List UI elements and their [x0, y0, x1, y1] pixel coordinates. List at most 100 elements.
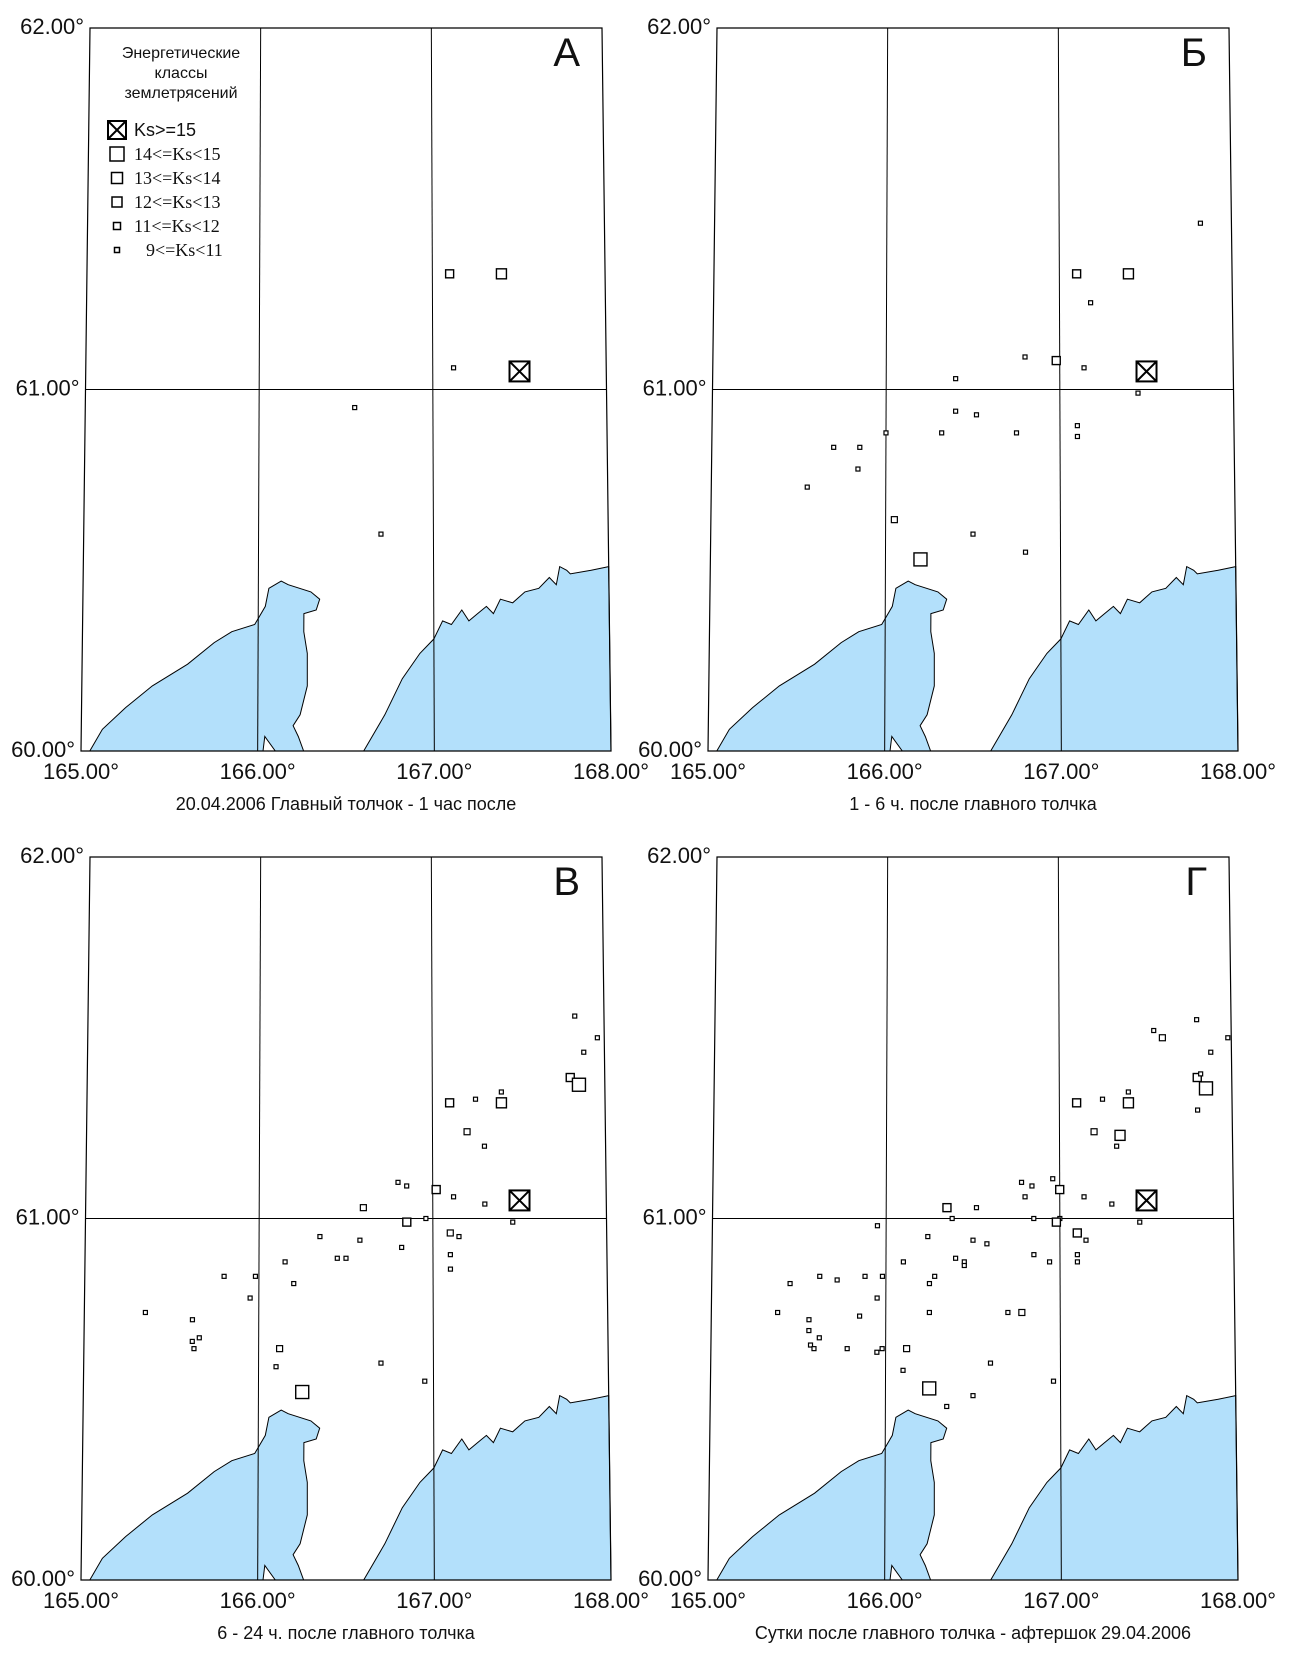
lat-tick-label: 62.00° [20, 14, 84, 39]
event-marker [855, 466, 861, 472]
event-marker [1194, 1017, 1200, 1023]
lon-tick-label: 166.00° [847, 759, 923, 784]
lat-tick-label: 62.00° [20, 843, 84, 868]
event-marker [343, 1255, 349, 1261]
legend-item-label: 12<=Ks<13 [134, 192, 220, 212]
event-marker [1158, 1034, 1166, 1042]
event-marker [1090, 1128, 1098, 1136]
lon-tick-label: 165.00° [670, 1588, 746, 1613]
event-marker [378, 1360, 384, 1366]
lon-tick-label: 166.00° [220, 1588, 296, 1613]
event-marker [1050, 1378, 1057, 1384]
event-marker [295, 1384, 310, 1400]
event-marker [1125, 1089, 1131, 1095]
event-marker [275, 1345, 284, 1353]
event-marker [1013, 430, 1020, 436]
event-marker [498, 1089, 504, 1095]
event-marker [463, 1128, 471, 1136]
lat-tick-label: 60.00° [638, 1566, 702, 1591]
legend-item-label: 9<=Ks<11 [146, 240, 223, 260]
east-water-body [362, 565, 612, 752]
event-marker [816, 1335, 822, 1341]
event-marker [953, 376, 959, 382]
lon-tick-label: 167.00° [396, 759, 472, 784]
event-marker [1135, 390, 1141, 396]
event-marker [787, 1280, 793, 1287]
legend-item-label: 14<=Ks<15 [134, 144, 220, 164]
event-marker [1071, 1098, 1082, 1108]
event-marker [1151, 1027, 1157, 1034]
event-marker [273, 1364, 279, 1370]
event-marker [984, 1241, 990, 1247]
legend-square-icon [111, 196, 123, 208]
event-marker [399, 1244, 405, 1251]
event-marker [890, 516, 898, 524]
event-marker [247, 1295, 253, 1301]
east-water-body [989, 565, 1239, 752]
event-marker [1022, 354, 1028, 360]
lat-tick-label: 61.00° [16, 1205, 80, 1230]
event-marker [900, 1367, 906, 1373]
event-marker [495, 268, 508, 280]
map-panel-2: 62.00° 61.00° 60.00°165.00° 166.00° 167.00° 1… [638, 14, 1276, 814]
event-marker [856, 1313, 863, 1319]
event-marker [1081, 365, 1087, 371]
event-marker [925, 1233, 931, 1240]
event-marker [444, 1098, 455, 1108]
event-marker [1072, 1228, 1082, 1238]
lat-tick-label: 60.00° [11, 737, 75, 762]
event-marker [879, 1273, 886, 1279]
legend-mainshock-icon [107, 120, 127, 140]
event-marker [1081, 1194, 1087, 1200]
legend-item-label: Ks>=15 [134, 120, 196, 140]
event-marker [1099, 1096, 1106, 1102]
panel-caption: 1 - 6 ч. после главного толчка [849, 794, 1097, 814]
event-marker [1031, 1252, 1037, 1258]
event-marker [472, 1096, 479, 1102]
lon-tick-label: 168.00° [1200, 759, 1276, 784]
lat-tick-label: 62.00° [647, 843, 711, 868]
event-marker [1022, 1194, 1028, 1200]
event-marker [1114, 1129, 1126, 1142]
event-marker [807, 1342, 814, 1348]
event-marker [571, 1077, 587, 1092]
west-water-body [715, 1409, 948, 1581]
legend-square-icon [109, 146, 125, 162]
legend-square-icon [110, 171, 124, 185]
panel-letter: Г [1185, 860, 1207, 904]
west-water-body [88, 1409, 321, 1581]
event-marker [942, 1202, 952, 1213]
east-water-body [362, 1394, 612, 1581]
event-marker [1122, 1097, 1135, 1109]
legend-title: Энергетические [122, 45, 240, 62]
map-panel-4: 62.00° 61.00° 60.00°165.00° 166.00° 167.00° 1… [638, 843, 1276, 1643]
lat-tick-label: 60.00° [11, 1566, 75, 1591]
event-marker [221, 1273, 227, 1279]
lon-tick-label: 167.00° [1023, 1588, 1099, 1613]
lon-tick-label: 166.00° [220, 759, 296, 784]
event-marker [1194, 1107, 1201, 1113]
event-marker [922, 1381, 937, 1396]
event-marker [811, 1346, 817, 1352]
event-marker [949, 1215, 955, 1222]
event-marker [900, 1259, 906, 1265]
event-marker [973, 1205, 980, 1211]
panel-caption: 20.04.2006 Главный толчок - 1 час после [176, 794, 517, 814]
event-marker [874, 1223, 881, 1229]
lat-tick-label: 60.00° [638, 737, 702, 762]
event-marker [282, 1259, 288, 1265]
event-marker [879, 1346, 885, 1352]
event-marker [862, 1273, 868, 1279]
mainshock-cross [508, 1189, 531, 1212]
event-marker [450, 365, 457, 371]
event-marker [1018, 1308, 1026, 1317]
event-marker [1074, 1259, 1081, 1265]
event-marker [444, 269, 455, 279]
event-marker [359, 1204, 367, 1212]
mainshock-cross [1135, 1189, 1158, 1212]
event-marker [481, 1143, 488, 1149]
legend: Энергетические классы землетрясений Ks>=15 1… [107, 45, 240, 260]
event-marker [953, 1255, 959, 1261]
event-marker [1192, 1072, 1202, 1083]
